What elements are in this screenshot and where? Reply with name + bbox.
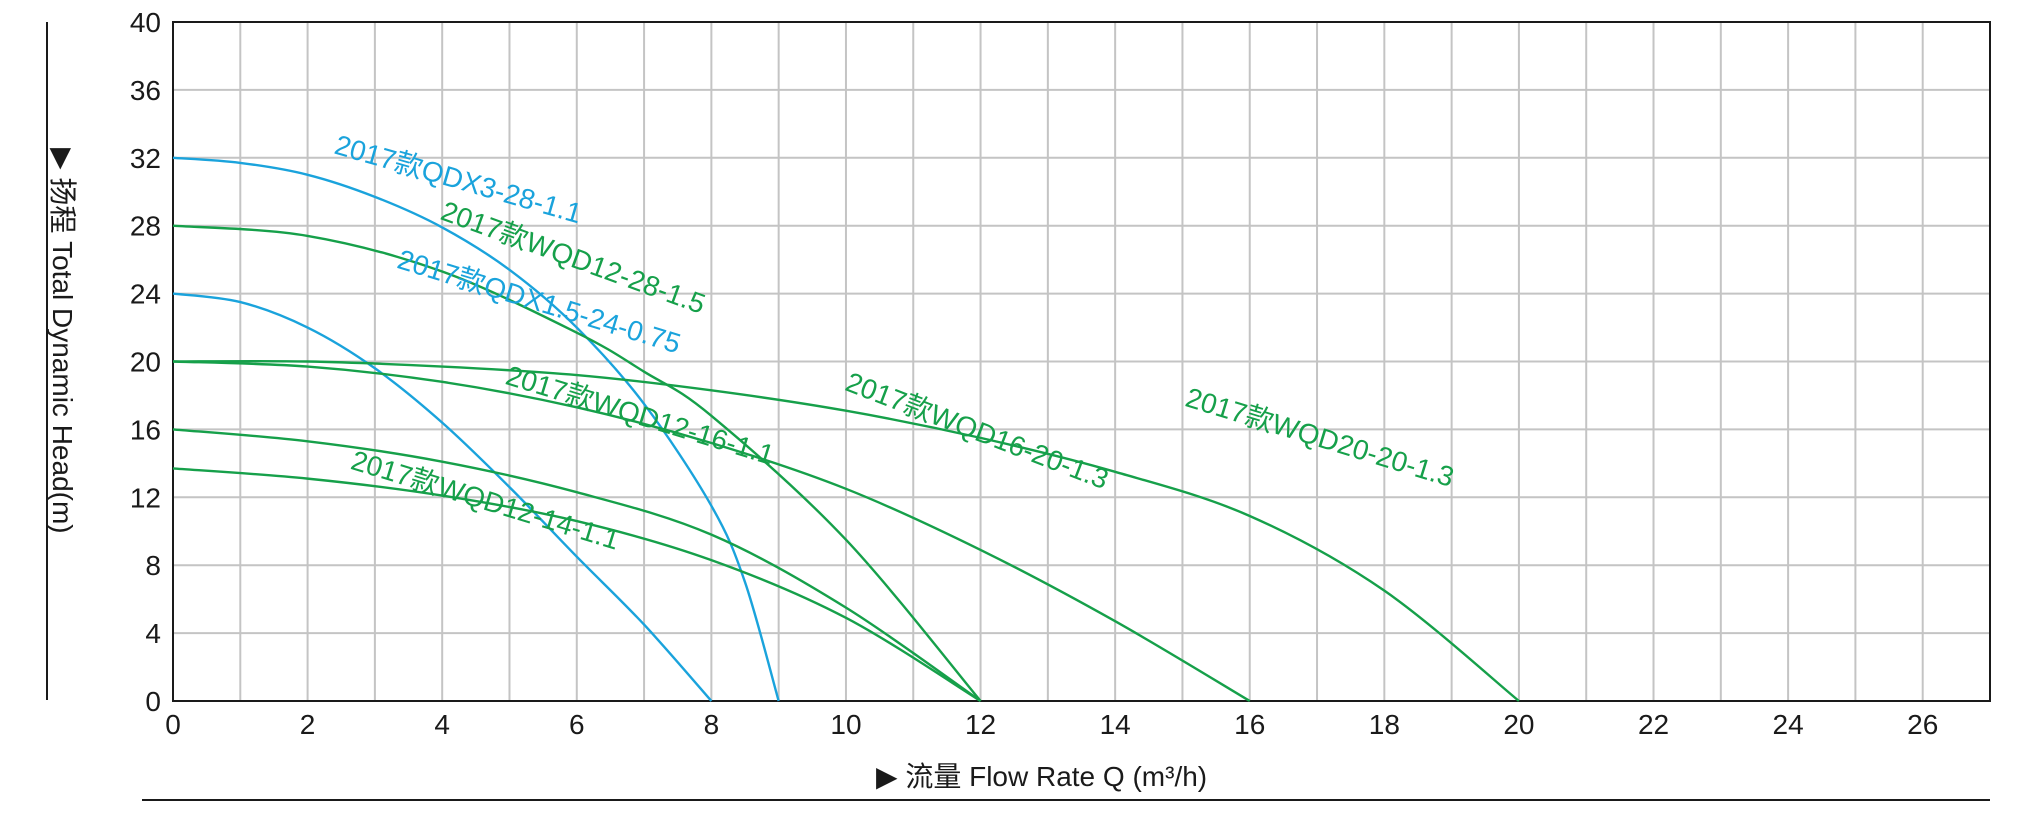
y-axis-ticks: 0 4 8 12 16 20 24 28 32 36 40 xyxy=(130,7,161,717)
series-line xyxy=(172,224,982,702)
y-tick-label: 12 xyxy=(130,482,161,513)
y-tick-label: 28 xyxy=(130,211,161,242)
x-tick-label: 22 xyxy=(1638,709,1669,740)
x-tick-label: 26 xyxy=(1907,709,1938,740)
y-tick-label: 8 xyxy=(145,550,161,581)
x-tick-label: 18 xyxy=(1369,709,1400,740)
x-axis-title: ▶ 流量 Flow Rate Q (m³/h) xyxy=(876,761,1207,792)
series-label: 2017款WQD16-20-1.3 xyxy=(842,366,1113,495)
x-tick-label: 12 xyxy=(965,709,996,740)
x-tick-label: 24 xyxy=(1773,709,1804,740)
x-axis-ticks: 0 2 4 6 8 10 12 14 16 18 20 22 24 26 xyxy=(165,709,1938,740)
y-tick-label: 16 xyxy=(130,414,161,445)
y-tick-label: 24 xyxy=(130,279,161,310)
series-label: 2017款WQD12-14-1.1 xyxy=(348,445,623,556)
series-curves xyxy=(172,156,1520,703)
x-tick-label: 4 xyxy=(434,709,450,740)
x-tick-label: 14 xyxy=(1100,709,1131,740)
series-line xyxy=(172,359,1520,702)
x-tick-label: 16 xyxy=(1234,709,1265,740)
x-tick-label: 2 xyxy=(300,709,316,740)
x-tick-label: 6 xyxy=(569,709,585,740)
x-tick-label: 0 xyxy=(165,709,181,740)
y-tick-label: 40 xyxy=(130,7,161,38)
series-line xyxy=(172,467,982,703)
y-tick-label: 32 xyxy=(130,143,161,174)
series-label: 2017款WQD12-16-1.1 xyxy=(502,360,777,471)
series-label: 2017款WQD20-20-1.3 xyxy=(1182,382,1457,493)
x-tick-label: 8 xyxy=(704,709,720,740)
y-tick-label: 4 xyxy=(145,618,161,649)
y-tick-label: 36 xyxy=(130,75,161,106)
y-axis-title: ▶ 扬程 Total Dynamic Head(m) xyxy=(47,148,78,534)
x-tick-label: 10 xyxy=(830,709,861,740)
grid xyxy=(172,21,1991,702)
y-tick-label: 0 xyxy=(145,686,161,717)
series-line xyxy=(172,428,982,702)
series-line xyxy=(172,292,713,702)
series-line xyxy=(172,360,1251,703)
series-labels: 2017款QDX3-28-1.12017款WQD12-28-1.52017款QD… xyxy=(331,129,1457,556)
x-tick-label: 20 xyxy=(1503,709,1534,740)
y-tick-label: 20 xyxy=(130,347,161,378)
